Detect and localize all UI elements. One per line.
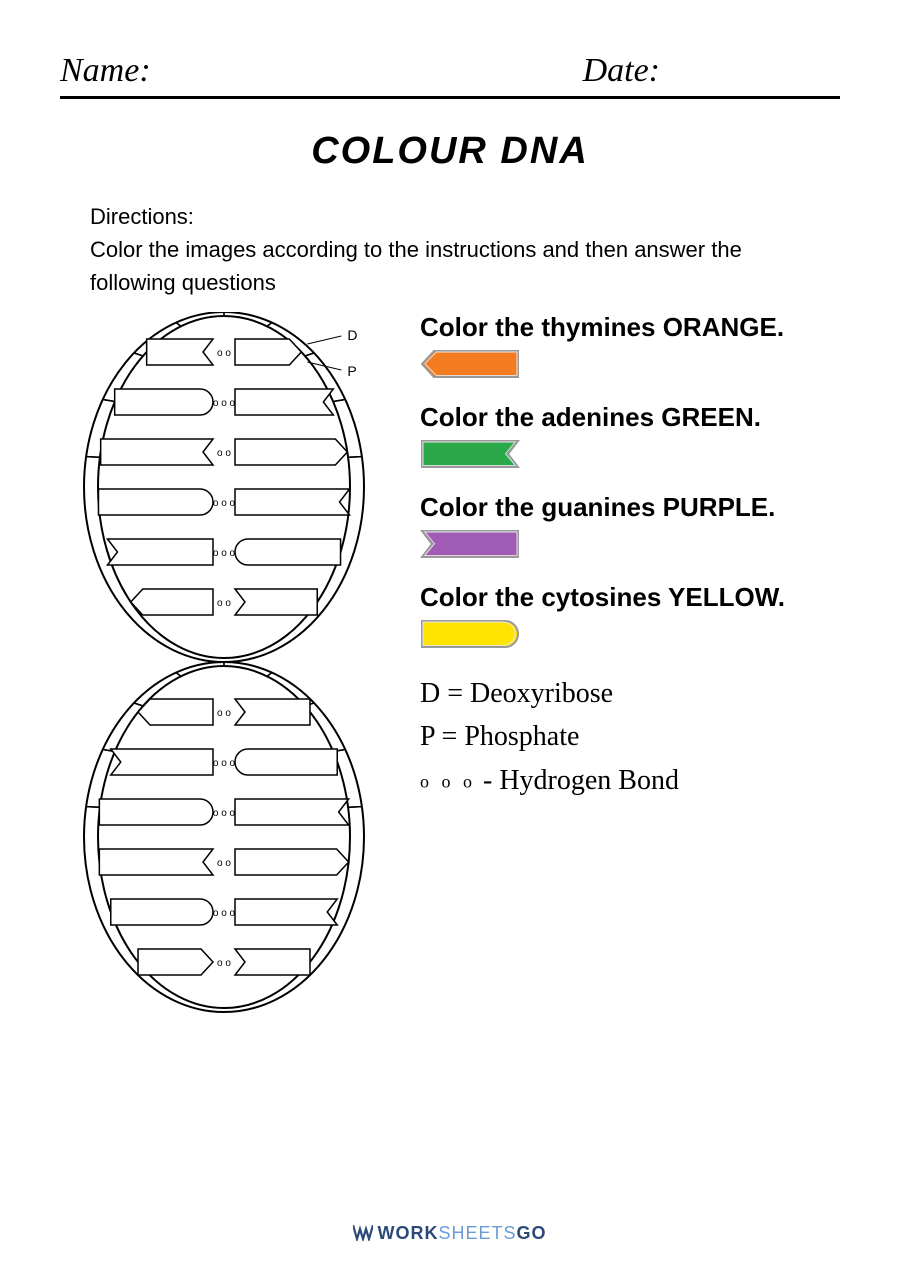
instruction-text: Color the guanines PURPLE. — [420, 492, 840, 523]
directions-label: Directions: — [90, 200, 820, 233]
svg-text:o o o: o o o — [213, 398, 236, 409]
instruction-text: Color the thymines ORANGE. — [420, 312, 840, 343]
directions: Directions: Color the images according t… — [90, 200, 820, 299]
dna-diagram: o o D Po o o o o o o o o o o o o o o o o o o o o o… — [74, 312, 394, 1062]
footer-logo: WORKSHEETSGO — [0, 1223, 900, 1244]
color-swatch — [420, 529, 840, 564]
svg-text:o o o: o o o — [213, 908, 236, 919]
color-swatch — [420, 439, 840, 474]
svg-text:D: D — [347, 327, 357, 343]
instruction-row: Color the adenines GREEN. — [420, 402, 840, 474]
date-label: Date: — [583, 52, 660, 90]
instructions-panel: Color the thymines ORANGE. Color the ade… — [420, 312, 840, 802]
key-h: o o o - Hydrogen Bond — [420, 759, 840, 802]
instruction-row: Color the cytosines YELLOW. — [420, 582, 840, 654]
svg-text:o o o: o o o — [213, 498, 236, 509]
instruction-text: Color the adenines GREEN. — [420, 402, 840, 433]
color-swatch — [420, 619, 840, 654]
instruction-text: Color the cytosines YELLOW. — [420, 582, 840, 613]
svg-text:o o: o o — [217, 448, 231, 459]
key-p: P = Phosphate — [420, 715, 840, 758]
instruction-row: Color the thymines ORANGE. — [420, 312, 840, 384]
key-d: D = Deoxyribose — [420, 672, 840, 715]
header-row: Name: Date: — [60, 52, 840, 99]
svg-text:o o: o o — [217, 958, 231, 969]
name-label: Name: — [60, 52, 151, 90]
svg-text:o o: o o — [217, 598, 231, 609]
svg-text:o o: o o — [217, 858, 231, 869]
directions-text: Color the images according to the instru… — [90, 233, 820, 299]
legend-key: D = Deoxyribose P = Phosphate o o o - Hy… — [420, 672, 840, 802]
svg-text:o o: o o — [217, 348, 231, 359]
color-swatch — [420, 349, 840, 384]
svg-text:o o o: o o o — [213, 758, 236, 769]
svg-text:o o o: o o o — [213, 808, 236, 819]
svg-text:o o o: o o o — [213, 548, 236, 559]
page-title: COLOUR DNA — [0, 130, 900, 173]
instruction-row: Color the guanines PURPLE. — [420, 492, 840, 564]
svg-text:o o: o o — [217, 708, 231, 719]
svg-text:P: P — [347, 363, 356, 379]
